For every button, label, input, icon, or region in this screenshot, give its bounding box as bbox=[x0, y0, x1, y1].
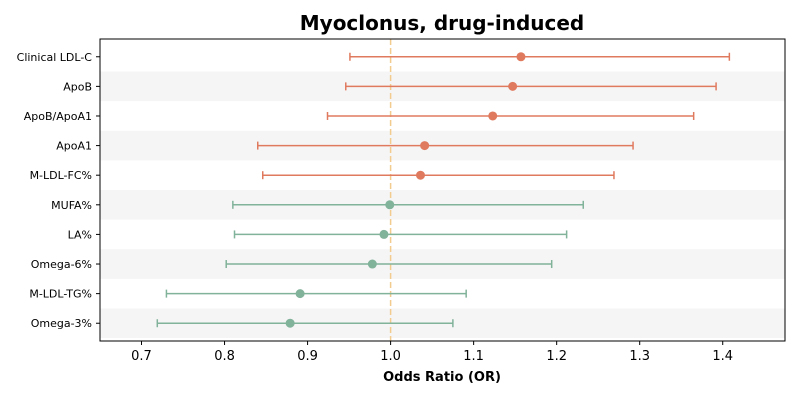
point-estimate bbox=[385, 200, 395, 210]
chart-title: Myoclonus, drug-induced bbox=[300, 11, 585, 35]
point-estimate bbox=[367, 259, 377, 269]
x-tick-label: 1.2 bbox=[546, 349, 567, 364]
y-tick-label: Omega-3% bbox=[31, 317, 92, 330]
y-axis-ticks: Clinical LDL-C ApoB ApoB/ApoA1 ApoA1 M-LDL-F… bbox=[17, 51, 100, 330]
data-rows bbox=[156, 52, 731, 328]
x-tick-label: 0.7 bbox=[131, 349, 152, 364]
point-estimate bbox=[508, 81, 518, 91]
point-estimate bbox=[285, 318, 295, 328]
plot-frame bbox=[99, 38, 786, 342]
row-omega-6- bbox=[225, 259, 553, 269]
y-tick-label: Omega-6% bbox=[31, 258, 92, 271]
y-tick-label: LA% bbox=[68, 228, 92, 241]
y-tick-label: ApoA1 bbox=[56, 140, 92, 153]
point-estimate bbox=[295, 289, 305, 299]
y-tick-label: M-LDL-FC% bbox=[30, 169, 92, 182]
x-tick-label: 1.0 bbox=[380, 349, 401, 364]
row-apob-apoa1 bbox=[326, 111, 695, 121]
row-la- bbox=[233, 229, 568, 239]
x-tick-label: 1.1 bbox=[463, 349, 484, 364]
x-tick-label: 1.3 bbox=[629, 349, 650, 364]
point-estimate bbox=[488, 111, 498, 121]
row-m-ldl-tg- bbox=[165, 289, 467, 299]
row-omega-3- bbox=[156, 318, 454, 328]
point-estimate bbox=[516, 52, 526, 62]
y-tick-label: Clinical LDL-C bbox=[17, 51, 93, 64]
row-mufa- bbox=[232, 200, 584, 210]
point-estimate bbox=[420, 141, 430, 151]
point-estimate bbox=[379, 229, 389, 239]
row-m-ldl-fc- bbox=[261, 170, 615, 180]
x-axis-label: Odds Ratio (OR) bbox=[383, 370, 501, 385]
row-apob bbox=[345, 81, 717, 91]
y-tick-label: M-LDL-TG% bbox=[29, 288, 92, 301]
y-tick-label: ApoB/ApoA1 bbox=[24, 110, 92, 123]
x-axis-ticks: 0.7 0.8 0.9 1.0 1.1 1.2 1.3 1.4 bbox=[131, 341, 733, 364]
x-tick-label: 0.8 bbox=[214, 349, 235, 364]
x-tick-label: 1.4 bbox=[712, 349, 733, 364]
row-clinical-ldl-c bbox=[349, 52, 731, 62]
point-estimate bbox=[415, 170, 425, 180]
x-tick-label: 0.9 bbox=[297, 349, 318, 364]
y-tick-label: ApoB bbox=[63, 80, 92, 93]
row-apoa1 bbox=[257, 141, 634, 151]
y-tick-label: MUFA% bbox=[51, 199, 92, 212]
